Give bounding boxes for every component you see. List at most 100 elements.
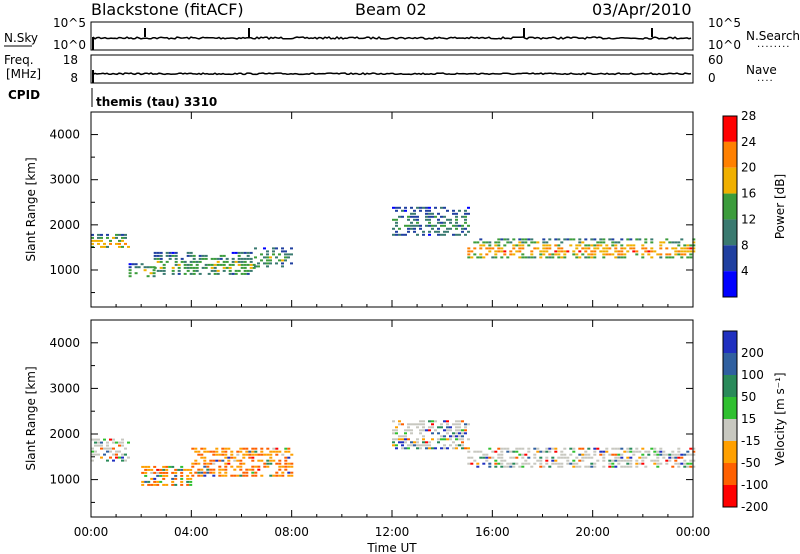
- echo-cell: [159, 471, 163, 474]
- echo-cell: [147, 468, 151, 471]
- xtick-label: 12:00: [375, 525, 410, 539]
- echo-cell: [578, 459, 582, 462]
- echo-cell: [572, 459, 576, 462]
- echo-cell: [611, 462, 615, 465]
- echo-cell: [103, 438, 106, 441]
- echo-cell: [608, 453, 612, 456]
- echo-cell: [584, 250, 588, 253]
- echo-cell: [428, 426, 431, 429]
- echo-cell: [536, 459, 540, 462]
- echo-cell: [590, 250, 594, 253]
- echo-cell: [425, 209, 428, 212]
- echo-cell: [584, 453, 588, 456]
- echo-cell: [263, 256, 266, 259]
- echo-cell: [581, 241, 585, 244]
- echo-cell: [189, 477, 193, 480]
- echo-cell: [542, 247, 546, 250]
- echo-cell: [668, 456, 672, 459]
- echo-cell: [174, 468, 178, 471]
- echo-cell: [560, 465, 564, 468]
- echo-cell: [91, 239, 94, 242]
- echo-cell: [150, 471, 154, 474]
- echo-cell: [512, 247, 516, 250]
- echo-cell: [212, 471, 216, 474]
- echo-cell: [233, 459, 237, 462]
- echo-cell: [275, 447, 279, 450]
- echo-cell: [228, 269, 232, 272]
- echo-cell: [150, 477, 154, 480]
- echo-cell: [461, 447, 464, 450]
- echo-cell: [524, 459, 528, 462]
- echo-cell: [647, 250, 651, 253]
- echo-cell: [156, 483, 160, 486]
- echo-cell: [599, 450, 603, 453]
- echo-cell: [266, 265, 269, 268]
- echo-cell: [121, 459, 124, 462]
- echo-cell: [488, 241, 492, 244]
- echo-cell: [395, 230, 398, 233]
- echo-cell: [476, 462, 480, 465]
- echo-cell: [545, 244, 549, 247]
- echo-cell: [266, 250, 269, 253]
- echo-cell: [404, 441, 407, 444]
- colorbar-tick-label: 100: [741, 368, 764, 382]
- echo-cell: [422, 444, 425, 447]
- echo-cell: [224, 468, 228, 471]
- echo-cell: [152, 269, 156, 272]
- echo-cell: [578, 465, 582, 468]
- echo-cell: [677, 456, 681, 459]
- echo-cell: [506, 462, 510, 465]
- echo-cell: [647, 453, 651, 456]
- echo-cell: [272, 447, 276, 450]
- echo-cell: [186, 477, 190, 480]
- freq-trace: [92, 72, 692, 76]
- echo-cell: [674, 462, 678, 465]
- echo-cell: [106, 450, 109, 453]
- echo-cell: [189, 483, 193, 486]
- echo-cell: [686, 244, 690, 247]
- echo-cell: [246, 251, 250, 254]
- echo-cell: [554, 253, 558, 256]
- echo-cell: [452, 209, 455, 212]
- echo-cell: [617, 459, 621, 462]
- echo-cell: [156, 254, 160, 257]
- echo-cell: [401, 435, 404, 438]
- echo-cell: [692, 459, 696, 462]
- echo-cell: [269, 474, 273, 477]
- echo-cell: [203, 474, 207, 477]
- echo-cell: [248, 468, 252, 471]
- echo-cell: [446, 420, 449, 423]
- echo-cell: [611, 465, 615, 468]
- echo-cell: [692, 450, 696, 453]
- echo-cell: [204, 257, 208, 260]
- echo-cell: [503, 253, 507, 256]
- echo-cell: [548, 256, 552, 259]
- echo-cell: [524, 462, 528, 465]
- echo-cell: [626, 465, 630, 468]
- echo-cell: [392, 441, 395, 444]
- echo-cell: [461, 441, 464, 444]
- echo-cell: [112, 438, 115, 441]
- echo-cell: [593, 465, 597, 468]
- echo-cell: [473, 459, 477, 462]
- echo-cell: [479, 456, 483, 459]
- echo-cell: [584, 238, 588, 241]
- echo-cell: [545, 456, 549, 459]
- echo-cell: [461, 429, 464, 432]
- echo-cell: [644, 456, 648, 459]
- echo-cell: [440, 215, 443, 218]
- echo-cell: [521, 253, 525, 256]
- echo-cell: [677, 447, 681, 450]
- echo-cell: [263, 262, 266, 265]
- echo-cell: [272, 253, 275, 256]
- echo-cell: [467, 447, 470, 450]
- nave-tick-top: 60: [708, 53, 723, 67]
- echo-cell: [494, 250, 498, 253]
- echo-cell: [689, 253, 693, 256]
- echo-cell: [171, 254, 175, 257]
- echo-cell: [115, 233, 118, 236]
- echo-cell: [599, 250, 603, 253]
- echo-cell: [254, 256, 257, 259]
- echo-cell: [506, 256, 510, 259]
- echo-cell: [503, 459, 507, 462]
